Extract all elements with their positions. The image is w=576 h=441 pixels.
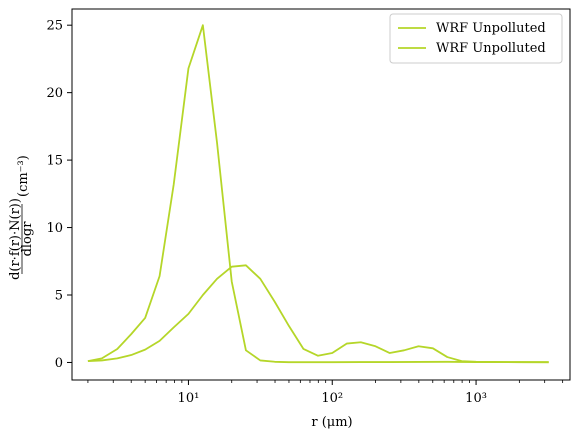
y-tick-label-5: 25 [46,19,63,34]
ticks: 10¹ 10² 10³ 0 5 10 15 20 25 [46,19,564,406]
legend-label-1: WRF Unpolluted [436,41,546,56]
legend-box [389,13,563,64]
x-tick-label-1: 10² [321,391,343,406]
y-tick-label-3: 15 [46,154,63,169]
legend: WRF Unpolluted WRF Unpolluted [389,13,563,64]
series-line-0 [87,24,549,364]
series-line-1 [87,264,549,364]
plot-lines [87,24,549,364]
x-axis-label: r (μm) [311,415,352,430]
y-tick-label-4: 20 [46,86,63,101]
legend-label-0: WRF Unpolluted [436,21,546,36]
y-axis-label: d(r·f(r)·N(r)) dlogr (cm⁻³) [8,155,35,280]
x-tick-label-2: 10³ [465,391,487,406]
axes [71,8,571,381]
y-tick-label-2: 10 [46,221,63,236]
y-axis-label-denominator: dlogr [20,221,35,257]
plot-frame [71,8,571,381]
x-tick-label-0: 10¹ [178,391,200,406]
y-tick-label-0: 0 [55,356,63,371]
y-axis-label-numerator: d(r·f(r)·N(r)) [8,198,23,280]
y-tick-label-1: 5 [55,289,63,304]
y-axis-label-unit: (cm⁻³) [16,155,31,197]
